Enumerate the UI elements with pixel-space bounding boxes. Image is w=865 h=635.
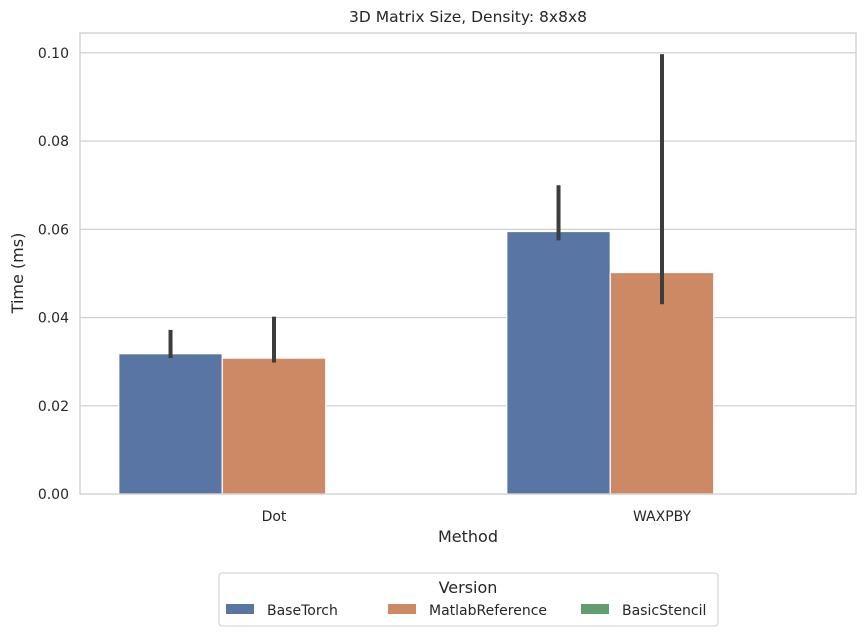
chart-title: 3D Matrix Size, Density: 8x8x8 — [349, 8, 587, 26]
bar-matlabreference-waxpby — [609, 271, 715, 495]
legend-label-basetorch: BaseTorch — [267, 603, 338, 619]
y-tick-label: 0.00 — [38, 487, 69, 503]
bar-basetorch-dot — [118, 353, 223, 495]
plot-frame — [79, 32, 857, 495]
legend-swatch-basicstencil — [581, 604, 609, 614]
bar-basetorch-waxpby — [506, 230, 611, 495]
bars — [118, 230, 715, 495]
legend-label-basicstencil: BasicStencil — [622, 603, 706, 619]
legend-items: BaseTorch MatlabReference BasicStencil — [226, 603, 706, 619]
x-axis-label: Method — [438, 527, 498, 546]
y-axis-ticks: 0.00 0.02 0.04 0.06 0.08 0.10 — [38, 46, 69, 503]
y-tick-label: 0.06 — [38, 222, 69, 238]
legend: Version BaseTorch MatlabReference BasicSte… — [218, 572, 719, 627]
legend-swatch-basetorch — [226, 604, 254, 614]
y-tick-label: 0.08 — [38, 134, 69, 150]
x-axis-ticks: Dot WAXPBY — [262, 509, 692, 525]
legend-swatch-matlabreference — [388, 604, 416, 614]
y-tick-label: 0.04 — [38, 311, 69, 327]
error-bars — [168, 54, 664, 363]
y-tick-label: 0.02 — [38, 399, 69, 415]
y-axis-label: Time (ms) — [8, 233, 27, 315]
y-tick-label: 0.10 — [38, 46, 69, 62]
bar-matlabreference-dot — [221, 357, 327, 495]
x-tick-label: WAXPBY — [633, 509, 692, 525]
legend-title: Version — [439, 578, 498, 597]
x-tick-label: Dot — [262, 509, 287, 525]
legend-label-matlabreference: MatlabReference — [429, 603, 547, 619]
